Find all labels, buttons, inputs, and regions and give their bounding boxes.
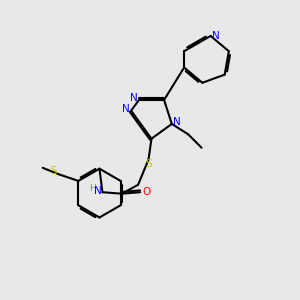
Text: O: O: [142, 187, 150, 197]
Text: N: N: [122, 104, 130, 114]
Text: H: H: [90, 184, 96, 193]
Text: S: S: [51, 167, 57, 176]
Text: N: N: [173, 117, 181, 128]
Text: S: S: [145, 159, 152, 169]
Text: N: N: [94, 186, 102, 196]
Text: N: N: [212, 31, 220, 41]
Text: N: N: [130, 93, 138, 103]
